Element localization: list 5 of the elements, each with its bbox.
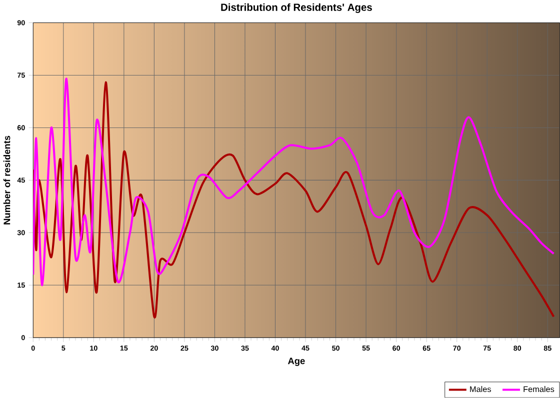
legend-label: Females: [524, 386, 554, 392]
chart-title: Distribution of Residents' Ages: [221, 3, 372, 14]
y-axis-title: Number of residents: [3, 136, 10, 224]
x-axis-title: Age: [288, 358, 305, 366]
legend-label: Males: [470, 386, 491, 392]
